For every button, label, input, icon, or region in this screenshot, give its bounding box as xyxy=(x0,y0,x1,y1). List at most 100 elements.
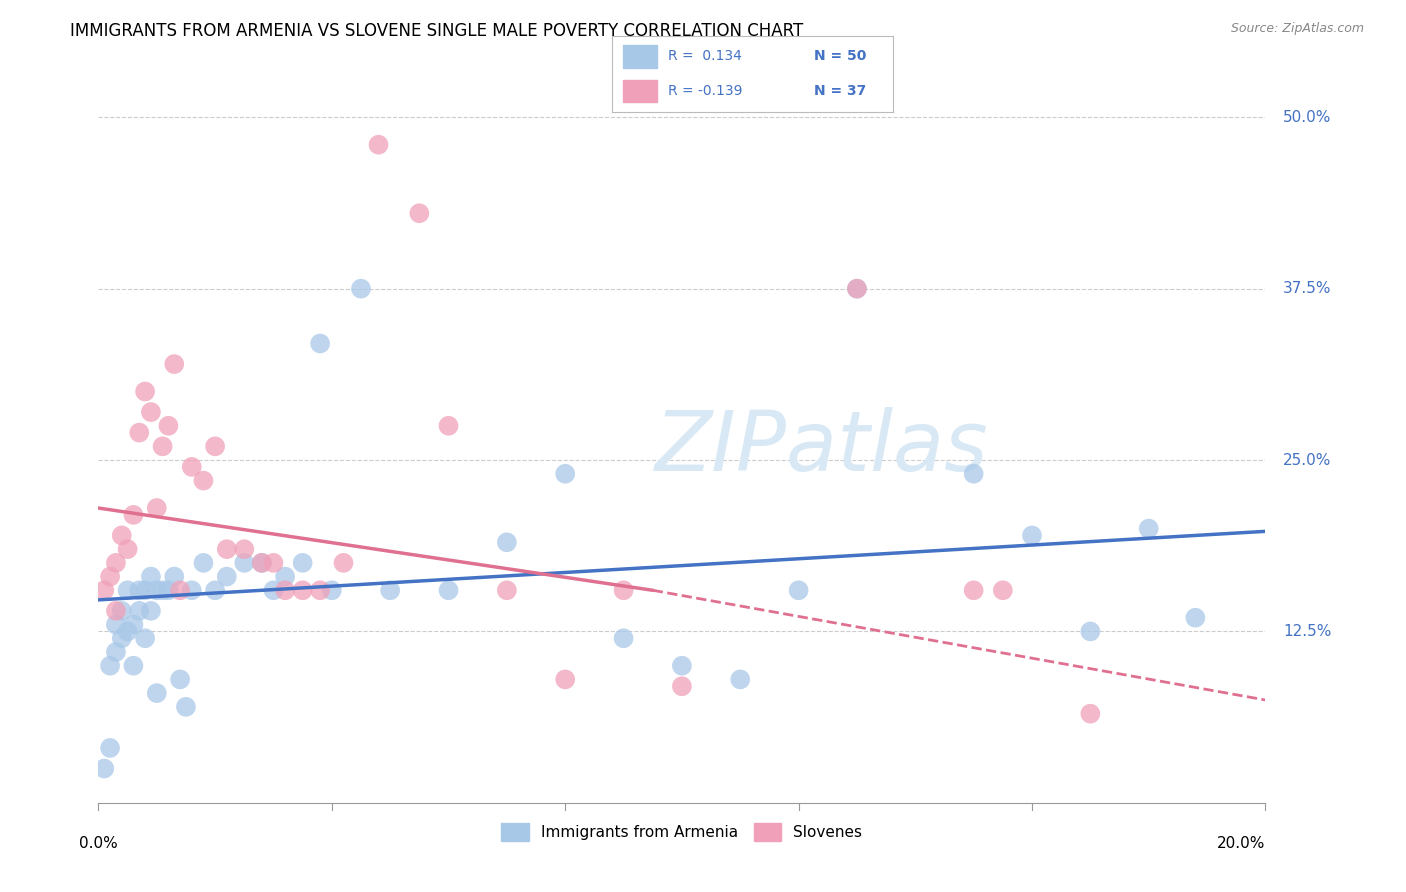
Text: N = 50: N = 50 xyxy=(814,49,866,63)
Point xyxy=(98,658,121,673)
Point xyxy=(139,604,162,618)
Point xyxy=(496,535,519,549)
Point xyxy=(962,467,984,481)
Point xyxy=(134,583,156,598)
Point xyxy=(139,569,162,583)
Text: IMMIGRANTS FROM ARMENIA VS SLOVENE SINGLE MALE POVERTY CORRELATION CHART: IMMIGRANTS FROM ARMENIA VS SLOVENE SINGL… xyxy=(70,22,804,40)
Point xyxy=(554,673,576,687)
Text: 25.0%: 25.0% xyxy=(1282,452,1331,467)
Point xyxy=(250,556,273,570)
Point xyxy=(152,439,174,453)
Point xyxy=(787,583,810,598)
Point xyxy=(111,528,134,542)
Point xyxy=(730,673,752,687)
Point xyxy=(1137,522,1160,536)
Point xyxy=(122,617,145,632)
Point xyxy=(180,459,202,474)
Point xyxy=(117,624,139,639)
Bar xyxy=(623,79,657,103)
Point xyxy=(437,583,460,598)
Point xyxy=(146,583,169,598)
Bar xyxy=(623,45,657,68)
Point xyxy=(98,569,121,583)
Point xyxy=(117,542,139,557)
Point xyxy=(233,542,256,557)
Point xyxy=(332,556,354,570)
Point xyxy=(152,583,174,598)
Point xyxy=(128,425,150,440)
Point xyxy=(139,405,162,419)
Point xyxy=(117,583,139,598)
Point xyxy=(1021,528,1043,542)
Point xyxy=(367,137,389,152)
Point xyxy=(128,604,150,618)
Point xyxy=(180,583,202,598)
Point xyxy=(321,583,343,598)
Point xyxy=(104,604,127,618)
Point xyxy=(93,583,115,598)
Point xyxy=(612,632,634,646)
Point xyxy=(93,762,115,776)
Point xyxy=(962,583,984,598)
Point xyxy=(163,357,186,371)
Point xyxy=(157,583,180,598)
Point xyxy=(496,583,519,598)
Point xyxy=(215,542,238,557)
Point xyxy=(274,569,297,583)
Point xyxy=(233,556,256,570)
Point xyxy=(408,206,430,220)
Point xyxy=(134,632,156,646)
Point xyxy=(671,679,693,693)
Point xyxy=(350,282,373,296)
Text: 50.0%: 50.0% xyxy=(1282,110,1331,125)
Text: R = -0.139: R = -0.139 xyxy=(668,84,742,98)
Legend: Immigrants from Armenia, Slovenes: Immigrants from Armenia, Slovenes xyxy=(495,817,869,847)
Point xyxy=(215,569,238,583)
Point xyxy=(193,474,215,488)
Point xyxy=(204,439,226,453)
Point xyxy=(262,583,284,598)
Text: N = 37: N = 37 xyxy=(814,84,866,98)
Text: 20.0%: 20.0% xyxy=(1218,836,1265,851)
Point xyxy=(612,583,634,598)
Point xyxy=(157,418,180,433)
Point xyxy=(1080,624,1102,639)
Point xyxy=(991,583,1014,598)
Point xyxy=(671,658,693,673)
Point xyxy=(291,583,314,598)
Point xyxy=(1184,610,1206,624)
Point xyxy=(146,501,169,516)
Text: ZIPatlas: ZIPatlas xyxy=(655,407,988,488)
Point xyxy=(291,556,314,570)
Point xyxy=(554,467,576,481)
Point xyxy=(111,632,134,646)
Point xyxy=(98,741,121,756)
Point xyxy=(134,384,156,399)
Point xyxy=(122,658,145,673)
Point xyxy=(169,583,191,598)
Point xyxy=(309,336,332,351)
Point xyxy=(204,583,226,598)
Point xyxy=(104,645,127,659)
Point xyxy=(437,418,460,433)
Point xyxy=(146,686,169,700)
Point xyxy=(163,569,186,583)
Point xyxy=(846,282,869,296)
Point xyxy=(193,556,215,570)
Text: 37.5%: 37.5% xyxy=(1282,281,1331,296)
Point xyxy=(111,604,134,618)
Text: R =  0.134: R = 0.134 xyxy=(668,49,742,63)
Point xyxy=(122,508,145,522)
Point xyxy=(104,556,127,570)
Text: Source: ZipAtlas.com: Source: ZipAtlas.com xyxy=(1230,22,1364,36)
Point xyxy=(250,556,273,570)
Point xyxy=(262,556,284,570)
Point xyxy=(380,583,402,598)
Point xyxy=(174,699,197,714)
Point xyxy=(1080,706,1102,721)
Point xyxy=(128,583,150,598)
Point xyxy=(846,282,869,296)
Point xyxy=(104,617,127,632)
Point xyxy=(274,583,297,598)
Point xyxy=(309,583,332,598)
